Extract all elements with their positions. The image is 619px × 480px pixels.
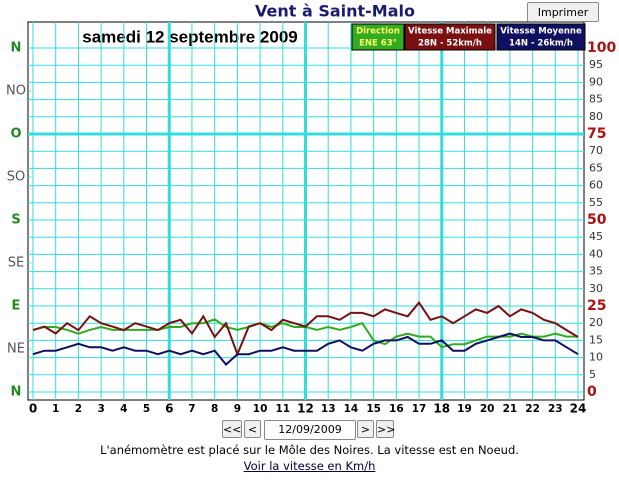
x-tick-label: 23 bbox=[548, 403, 563, 415]
nav-button[interactable]: > bbox=[357, 420, 374, 438]
y-tick-label: 95 bbox=[589, 58, 603, 71]
x-tick-label: 8 bbox=[211, 403, 218, 415]
chart-subtitle: samedi 12 septembre 2009 bbox=[82, 27, 297, 46]
nav-button[interactable]: < bbox=[244, 420, 261, 438]
legend-value: ENE 63° bbox=[359, 39, 397, 49]
y-tick-label: 70 bbox=[589, 144, 603, 157]
y-tick-label: 0 bbox=[587, 384, 597, 400]
legend-box bbox=[404, 23, 496, 51]
x-tick-label: 2 bbox=[75, 403, 82, 415]
y-tick-label: 55 bbox=[589, 196, 603, 209]
link-row: Voir la vitesse en Km/h bbox=[0, 459, 619, 473]
print-button[interactable]: Imprimer bbox=[527, 2, 599, 22]
legend-name: Direction bbox=[356, 27, 400, 37]
y2-tick-label: N bbox=[11, 41, 22, 56]
y2-tick-label: NO bbox=[6, 84, 26, 99]
y-tick-label: 35 bbox=[589, 265, 603, 278]
y2-tick-label: S bbox=[11, 213, 20, 228]
y-tick-label: 60 bbox=[589, 179, 603, 192]
y-tick-label: 40 bbox=[589, 247, 603, 260]
note: L'anémomètre est placé sur le Môle des N… bbox=[100, 443, 519, 457]
legend-name: Vitesse Maximale bbox=[408, 27, 492, 37]
y-tick-label: 45 bbox=[589, 230, 603, 243]
x-tick-label: 13 bbox=[321, 403, 336, 415]
y2-tick-label: N bbox=[11, 385, 22, 400]
x-tick-label: 21 bbox=[503, 403, 518, 415]
series-line bbox=[32, 300, 579, 357]
y-tick-label: 25 bbox=[587, 298, 606, 314]
y2-tick-label: SE bbox=[8, 256, 24, 271]
y-tick-label: 75 bbox=[587, 126, 606, 142]
x-tick-label: 12 bbox=[297, 402, 314, 416]
x-tick-label: 7 bbox=[188, 403, 195, 415]
y-tick-label: 10 bbox=[589, 351, 603, 364]
x-tick-label: 18 bbox=[433, 402, 450, 416]
legend-name: Vitesse Moyenne bbox=[500, 27, 582, 37]
y-tick-label: 80 bbox=[589, 110, 603, 123]
x-tick-label: 6 bbox=[165, 402, 173, 416]
y-tick-label: 15 bbox=[589, 333, 603, 346]
y-tick-label: 85 bbox=[589, 93, 603, 106]
x-tick-label: 20 bbox=[480, 403, 495, 415]
date-field[interactable]: 12/09/2009 bbox=[264, 420, 356, 440]
x-tick-label: 5 bbox=[143, 403, 150, 415]
y2-tick-label: O bbox=[10, 127, 21, 142]
legend-box bbox=[351, 23, 405, 51]
x-tick-label: 16 bbox=[389, 403, 404, 415]
x-tick-label: 3 bbox=[97, 403, 104, 415]
x-tick-label: 10 bbox=[253, 403, 268, 415]
x-tick-label: 15 bbox=[366, 403, 381, 415]
y2-tick-label: NE bbox=[7, 342, 25, 357]
y2-tick-label: E bbox=[12, 299, 21, 314]
nav-button[interactable]: << bbox=[222, 420, 242, 438]
kmh-link[interactable]: Voir la vitesse en Km/h bbox=[243, 459, 376, 473]
chart-title: Vent à Saint-Malo bbox=[255, 2, 415, 21]
y-tick-label: 50 bbox=[587, 212, 607, 228]
legend-value: 14N - 26km/h bbox=[509, 39, 573, 49]
grid bbox=[28, 22, 584, 400]
y-tick-label: 90 bbox=[589, 75, 603, 88]
x-tick-label: 11 bbox=[275, 403, 290, 415]
x-tick-label: 0 bbox=[29, 402, 37, 416]
x-tick-label: 4 bbox=[120, 403, 127, 415]
legend-value: 28N - 52km/h bbox=[418, 39, 482, 49]
legend-box bbox=[496, 23, 586, 51]
x-tick-label: 19 bbox=[457, 403, 472, 415]
y-tick-label: 65 bbox=[589, 161, 603, 174]
x-tick-label: 17 bbox=[412, 403, 427, 415]
nav-button[interactable]: >> bbox=[376, 420, 395, 438]
y-tick-label: 100 bbox=[587, 40, 616, 56]
x-tick-label: 14 bbox=[344, 403, 359, 415]
series-line bbox=[32, 332, 579, 366]
x-tick-label: 1 bbox=[52, 403, 59, 415]
y-tick-label: 5 bbox=[589, 368, 596, 381]
x-tick-label: 24 bbox=[570, 402, 587, 416]
y-tick-label: 30 bbox=[589, 282, 603, 295]
x-tick-label: 9 bbox=[234, 403, 241, 415]
y2-tick-label: SO bbox=[7, 170, 25, 185]
y-tick-label: 20 bbox=[589, 316, 603, 329]
x-tick-label: 22 bbox=[525, 403, 540, 415]
